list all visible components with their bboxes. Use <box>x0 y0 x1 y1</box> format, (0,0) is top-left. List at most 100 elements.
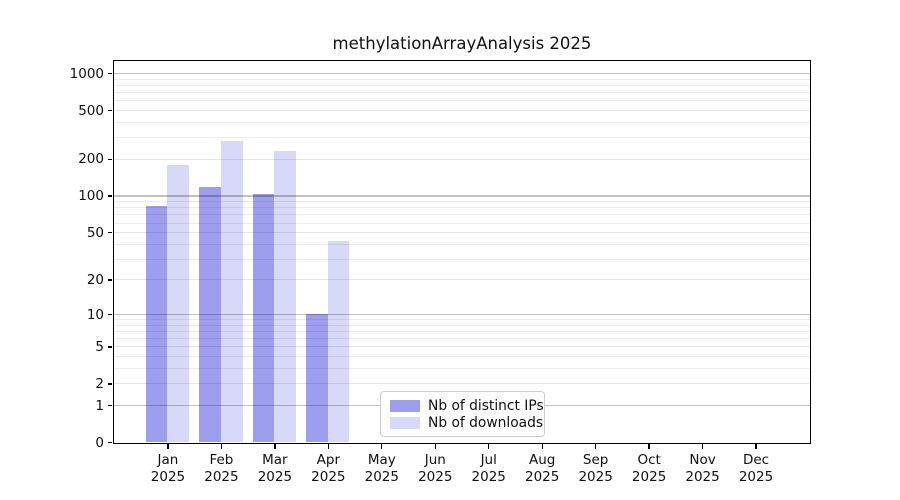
legend: Nb of distinct IPs Nb of downloads <box>380 391 545 437</box>
legend-item-downloads: Nb of downloads <box>390 414 543 431</box>
minor-gridline <box>114 331 810 332</box>
x-tick-label: Jan 2025 <box>136 452 200 486</box>
x-tick-mark <box>701 444 704 449</box>
y-tick-mark <box>108 441 112 444</box>
y-tick-mark <box>108 313 112 316</box>
y-tick-mark <box>108 158 112 161</box>
y-tick-label: 2 <box>95 375 104 392</box>
legend-label-downloads: Nb of downloads <box>428 414 544 431</box>
x-tick-label: Apr 2025 <box>296 452 360 486</box>
x-tick-label-line: 2025 <box>685 469 720 485</box>
x-tick-label-line: Mar <box>262 452 288 468</box>
x-tick-mark <box>541 444 543 449</box>
minor-gridline <box>114 243 810 245</box>
bar-distinct-ips <box>199 187 221 442</box>
x-tick-label-line: 2025 <box>257 469 293 485</box>
y-tick-label: 500 <box>78 102 104 119</box>
y-tick-label: 20 <box>86 271 104 288</box>
x-tick-mark <box>220 444 223 449</box>
y-tick-mark <box>108 195 112 197</box>
x-tick-label-line: Nov <box>689 452 716 468</box>
x-tick-label-line: 2025 <box>578 469 613 485</box>
major-gridline <box>114 313 810 316</box>
minor-gridline <box>114 92 810 94</box>
x-tick-label-line: Jan <box>157 452 179 468</box>
legend-swatch-downloads <box>390 416 420 429</box>
bar-downloads <box>220 141 243 442</box>
y-tick-mark <box>108 109 112 112</box>
major-gridline <box>114 110 810 112</box>
minor-gridline <box>114 100 810 102</box>
x-tick-label-line: 2025 <box>418 469 453 485</box>
x-tick-label-line: Apr <box>316 452 341 468</box>
x-tick-mark <box>434 444 436 449</box>
y-tick-mark <box>108 404 112 407</box>
x-tick-label: Aug 2025 <box>510 452 574 486</box>
x-tick-label: May 2025 <box>350 452 414 486</box>
x-tick-label: Jul 2025 <box>457 452 521 486</box>
y-tick-label: 1000 <box>69 65 104 82</box>
x-tick-label-line: 2025 <box>471 469 506 485</box>
x-tick-label: Nov 2025 <box>671 452 735 486</box>
minor-gridline <box>114 214 810 216</box>
x-tick-label-line: 2025 <box>204 469 239 485</box>
major-gridline <box>114 158 810 160</box>
y-tick-label: 0 <box>95 434 104 451</box>
y-tick-label: 200 <box>78 151 104 168</box>
x-tick-label-line: Oct <box>637 452 661 468</box>
x-tick-mark <box>327 444 329 449</box>
x-tick-label: Jun 2025 <box>403 452 467 486</box>
x-tick-label-line: 2025 <box>631 469 667 485</box>
bar-distinct-ips <box>306 314 328 442</box>
bar-downloads <box>167 164 190 442</box>
x-tick-label: Sep 2025 <box>564 452 628 486</box>
x-tick-mark <box>648 444 650 449</box>
chart-title: methylationArrayAnalysis 2025 <box>332 34 592 53</box>
minor-gridline <box>114 137 810 139</box>
y-tick-mark <box>108 383 112 385</box>
legend-item-distinct-ips: Nb of distinct IPs <box>390 397 544 414</box>
bar-downloads <box>274 150 296 442</box>
x-tick-mark <box>755 444 757 449</box>
major-gridline <box>114 346 810 348</box>
minor-gridline <box>114 85 810 87</box>
y-tick-label: 50 <box>86 224 104 241</box>
y-tick-mark <box>108 279 112 281</box>
bar-downloads <box>327 241 350 442</box>
minor-gridline <box>114 258 810 260</box>
y-tick-mark <box>108 231 112 234</box>
minor-gridline <box>114 122 810 124</box>
bar-distinct-ips <box>252 194 275 442</box>
y-tick-label: 10 <box>86 306 104 323</box>
minor-gridline <box>114 78 810 80</box>
y-tick-label: 1 <box>95 397 104 414</box>
bar-distinct-ips <box>145 206 168 442</box>
major-gridline <box>114 383 810 385</box>
x-tick-label-line: Dec <box>742 452 770 468</box>
y-tick-label: 5 <box>95 338 104 355</box>
legend-label-distinct-ips: Nb of distinct IPs <box>428 397 544 414</box>
y-tick-mark <box>108 346 112 348</box>
y-tick-label: 100 <box>78 188 104 205</box>
x-tick-mark <box>488 444 490 449</box>
x-tick-label-line: 2025 <box>311 469 346 485</box>
x-tick-label-line: 2025 <box>364 469 399 485</box>
x-tick-label: Mar 2025 <box>243 452 307 486</box>
x-tick-label: Oct 2025 <box>617 452 681 486</box>
x-tick-label-line: 2025 <box>738 469 774 485</box>
minor-gridline <box>114 356 810 358</box>
x-tick-label-line: Feb <box>209 452 234 468</box>
minor-gridline <box>114 207 810 209</box>
major-gridline <box>114 279 810 281</box>
minor-gridline <box>114 368 810 369</box>
x-tick-label-line: Jul <box>480 452 497 468</box>
x-tick-label-line: 2025 <box>525 469 560 485</box>
x-tick-mark <box>167 444 169 449</box>
x-tick-label-line: May <box>367 452 396 468</box>
minor-gridline <box>114 222 810 224</box>
x-tick-mark <box>595 444 597 449</box>
x-tick-label-line: Jun <box>424 452 446 468</box>
minor-gridline <box>114 338 810 340</box>
x-tick-label: Feb 2025 <box>189 452 253 486</box>
